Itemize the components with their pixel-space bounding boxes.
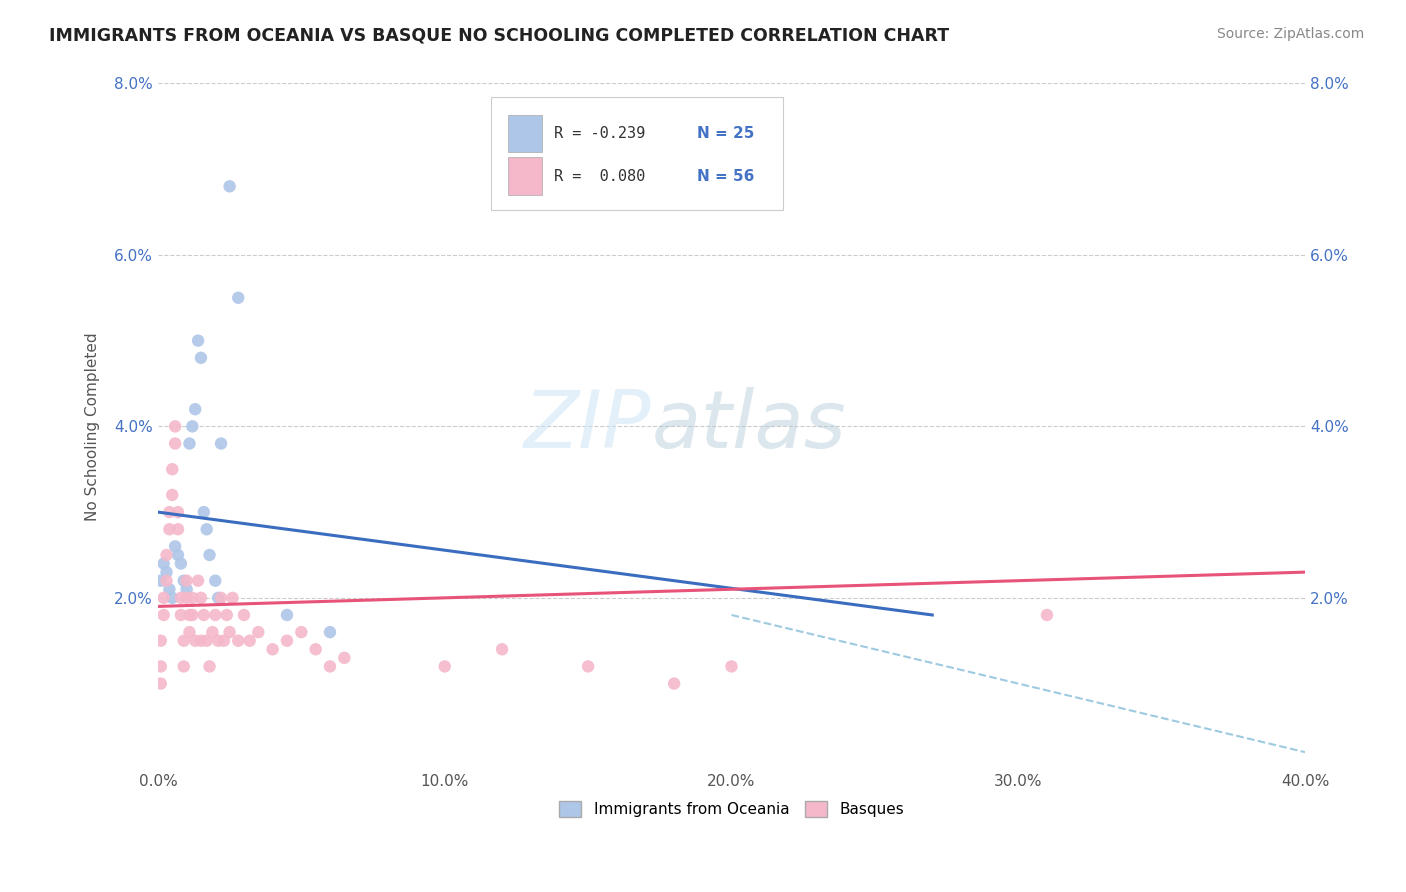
Point (155, 565, 177, 579)
Point (433, 659, 456, 673)
Point (162, 591, 184, 605)
Point (149, 574, 172, 588)
Point (720, 659, 742, 673)
Point (276, 633, 298, 648)
Text: R =  0.080: R = 0.080 (554, 169, 645, 184)
Point (193, 505, 215, 519)
Point (226, 633, 249, 648)
Point (179, 436, 201, 450)
FancyBboxPatch shape (508, 115, 543, 153)
Point (276, 607, 298, 622)
FancyBboxPatch shape (508, 157, 543, 194)
Point (167, 522, 190, 536)
Point (207, 633, 229, 648)
Point (149, 676, 172, 690)
Point (179, 607, 201, 622)
Text: atlas: atlas (651, 387, 846, 466)
Point (576, 659, 599, 673)
Point (152, 591, 174, 605)
Point (149, 659, 172, 673)
Text: N = 25: N = 25 (697, 126, 755, 141)
Point (209, 436, 232, 450)
Y-axis label: No Schooling Completed: No Schooling Completed (86, 332, 100, 521)
Point (179, 625, 201, 640)
Point (162, 488, 184, 502)
Point (319, 625, 342, 640)
Point (152, 557, 174, 571)
Point (662, 676, 685, 690)
Point (157, 505, 180, 519)
Point (167, 505, 190, 519)
Point (226, 291, 249, 305)
Point (165, 436, 187, 450)
Point (239, 633, 262, 648)
Legend: Immigrants from Oceania, Basques: Immigrants from Oceania, Basques (553, 795, 911, 823)
Point (204, 574, 226, 588)
Point (333, 651, 356, 665)
Point (207, 591, 229, 605)
Point (218, 179, 240, 194)
Point (190, 591, 212, 605)
Point (170, 607, 193, 622)
Point (173, 633, 195, 648)
Point (176, 582, 198, 597)
Point (221, 591, 243, 605)
Point (187, 574, 209, 588)
Point (170, 591, 193, 605)
Point (181, 607, 204, 622)
Point (212, 633, 235, 648)
Point (215, 607, 238, 622)
Text: Source: ZipAtlas.com: Source: ZipAtlas.com (1216, 27, 1364, 41)
Point (319, 659, 342, 673)
Point (491, 642, 513, 657)
Point (173, 574, 195, 588)
Point (190, 351, 212, 365)
Point (290, 625, 312, 640)
Point (181, 591, 204, 605)
Point (157, 522, 180, 536)
FancyBboxPatch shape (491, 97, 783, 211)
Point (247, 625, 270, 640)
Point (181, 419, 204, 434)
Point (195, 633, 218, 648)
Point (262, 642, 284, 657)
Point (218, 625, 240, 640)
Point (167, 548, 190, 562)
Point (149, 633, 172, 648)
Point (190, 633, 212, 648)
Point (165, 419, 187, 434)
Text: IMMIGRANTS FROM OCEANIA VS BASQUE NO SCHOOLING COMPLETED CORRELATION CHART: IMMIGRANTS FROM OCEANIA VS BASQUE NO SCH… (49, 27, 949, 45)
Point (209, 591, 232, 605)
Point (305, 642, 328, 657)
Point (155, 574, 177, 588)
Point (195, 522, 218, 536)
Point (165, 540, 187, 554)
Point (187, 334, 209, 348)
Point (201, 625, 224, 640)
Text: R = -0.239: R = -0.239 (554, 126, 645, 141)
Point (170, 557, 193, 571)
Point (184, 633, 207, 648)
Point (1036, 607, 1059, 622)
Point (155, 548, 177, 562)
Point (204, 607, 226, 622)
Text: ZIP: ZIP (524, 387, 651, 466)
Text: N = 56: N = 56 (697, 169, 755, 184)
Point (198, 659, 221, 673)
Point (152, 607, 174, 622)
Point (162, 462, 184, 476)
Point (193, 607, 215, 622)
Point (198, 548, 221, 562)
Point (173, 659, 195, 673)
Point (176, 574, 198, 588)
Point (176, 591, 198, 605)
Point (157, 582, 180, 597)
Point (233, 607, 256, 622)
Point (184, 402, 207, 417)
